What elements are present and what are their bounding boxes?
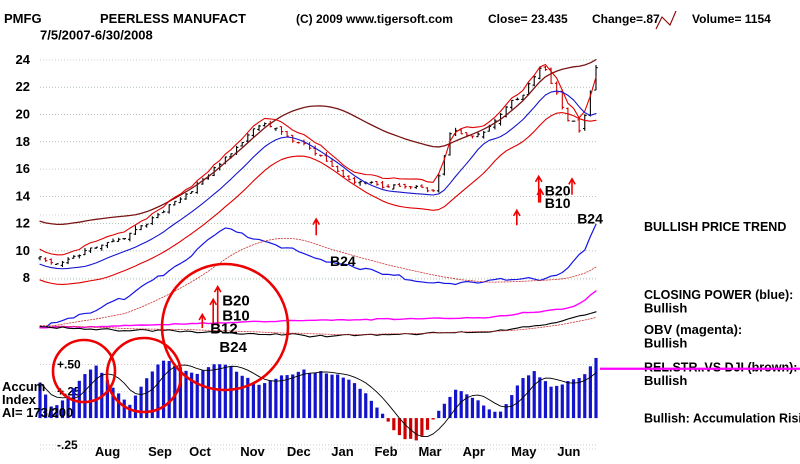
svg-text:AI= 173/200: AI= 173/200 [2,405,73,420]
svg-text:Jan: Jan [331,444,353,459]
svg-text:Bullish: Bullish [644,373,687,388]
svg-text:20: 20 [16,107,30,122]
svg-text:Aug: Aug [95,444,120,459]
svg-text:22: 22 [16,79,30,94]
svg-text:B10: B10 [545,195,571,211]
svg-text:Bullish: Accumulation Rising: Bullish: Accumulation Rising [644,412,800,426]
svg-text:Jun: Jun [557,444,580,459]
svg-text:(C) 2009 www.tigersoft.com: (C) 2009 www.tigersoft.com [296,12,453,26]
svg-text:-.25: -.25 [57,438,78,452]
svg-text:BULLISH PRICE TREND: BULLISH PRICE TREND [644,220,786,234]
svg-text:Change=.87: Change=.87 [592,12,660,26]
svg-text:PMFG: PMFG [4,11,42,26]
svg-text:Feb: Feb [374,444,397,459]
svg-text:12: 12 [16,216,30,231]
svg-text:Bullish: Bullish [644,336,687,351]
svg-text:OBV (magenta):: OBV (magenta): [644,322,742,337]
svg-text:PEERLESS MANUFACT: PEERLESS MANUFACT [100,11,246,26]
svg-text:Bullish: Bullish [644,301,687,316]
svg-text:+.50: +.50 [57,357,81,371]
svg-text:Close= 23.435: Close= 23.435 [488,12,568,26]
svg-text:24: 24 [16,52,31,67]
svg-text:B24: B24 [219,339,247,356]
svg-text:Oct: Oct [189,444,211,459]
svg-text:7/5/2007-6/30/2008: 7/5/2007-6/30/2008 [40,28,153,43]
svg-text:May: May [511,444,537,459]
svg-text:16: 16 [16,161,30,176]
svg-text:Nov: Nov [240,444,265,459]
svg-text:Apr: Apr [463,444,485,459]
svg-text:Dec: Dec [287,444,311,459]
svg-text:10: 10 [16,243,30,258]
svg-text:B12: B12 [210,320,238,337]
svg-text:B24: B24 [577,211,603,227]
svg-text:B24: B24 [330,253,356,269]
svg-text:Mar: Mar [418,444,441,459]
svg-text:Sep: Sep [148,444,172,459]
svg-text:Volume= 1154: Volume= 1154 [692,12,771,26]
svg-text:14: 14 [16,188,31,203]
svg-text:18: 18 [16,134,30,149]
svg-text:8: 8 [23,270,30,285]
